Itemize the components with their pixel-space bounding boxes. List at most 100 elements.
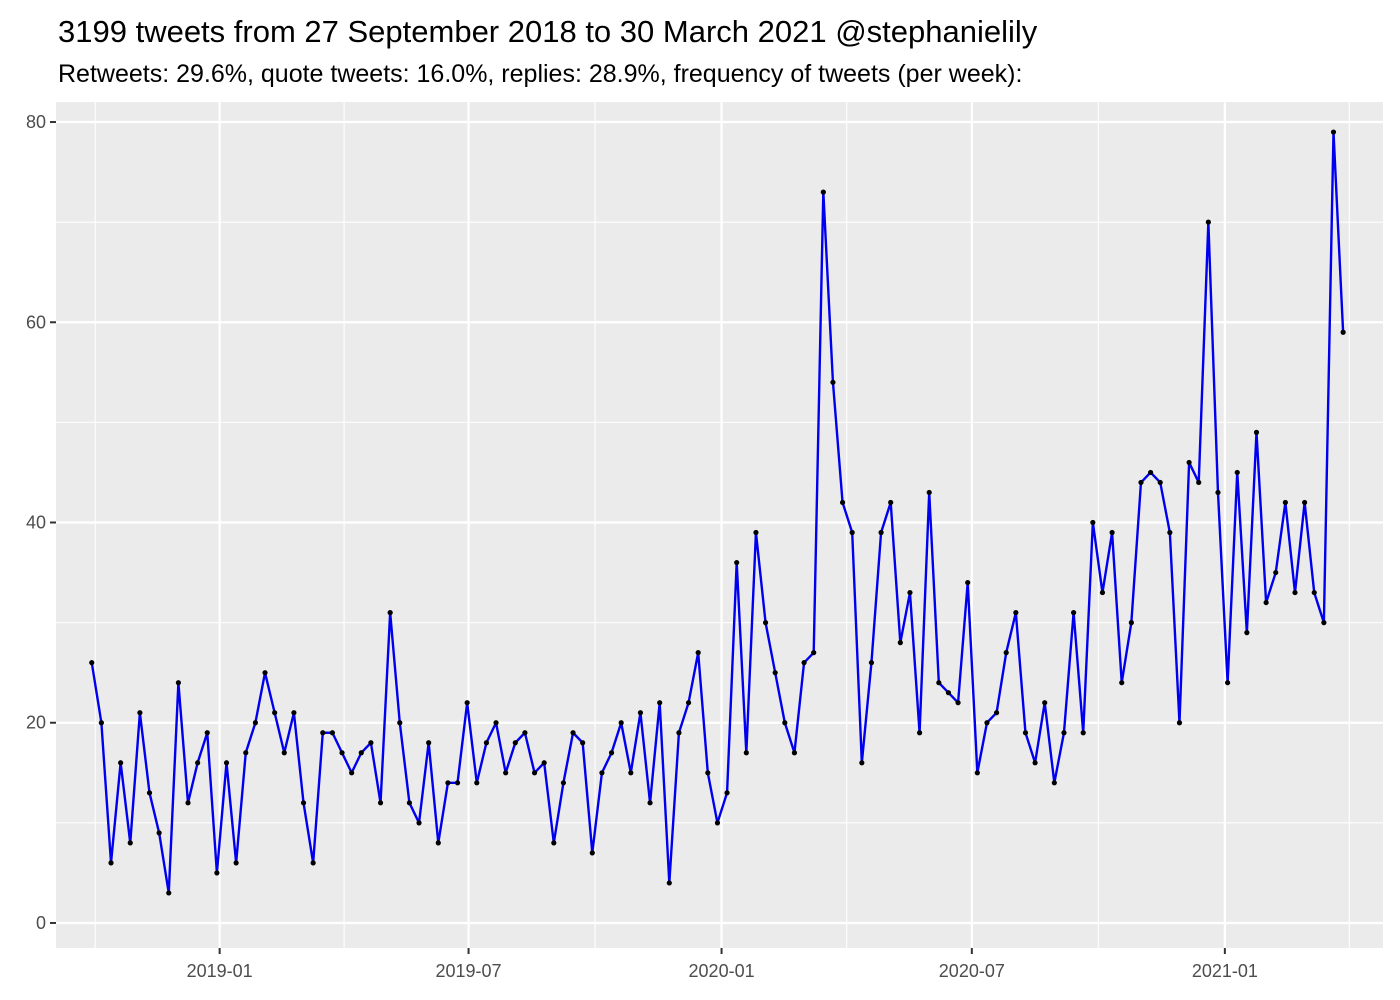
data-point (1340, 329, 1346, 335)
data-point (849, 529, 855, 536)
x-tick-label: 2020-01 (689, 961, 755, 981)
data-point (1244, 630, 1250, 636)
data-point (1311, 589, 1317, 596)
data-point (830, 379, 836, 385)
data-point (493, 720, 499, 726)
data-point (166, 890, 172, 896)
x-tick-label: 2019-07 (436, 961, 502, 981)
data-point (714, 820, 721, 826)
data-point (1090, 519, 1096, 526)
data-point (811, 650, 817, 656)
data-point (1157, 479, 1163, 486)
data-point (252, 720, 258, 726)
data-point (1167, 529, 1173, 536)
data-point (1138, 479, 1144, 486)
data-point (580, 740, 586, 746)
data-point (300, 800, 307, 806)
data-point (647, 800, 653, 806)
data-point (377, 800, 384, 806)
chart-title: 3199 tweets from 27 September 2018 to 30… (58, 14, 1038, 49)
data-point (146, 790, 153, 796)
data-point (1292, 589, 1298, 596)
data-point (1196, 479, 1202, 486)
y-axis-tick-labels: 0 20 40 60 80 (26, 112, 46, 933)
data-point (705, 770, 711, 776)
data-point (1071, 610, 1077, 616)
data-point (156, 830, 162, 836)
data-point (791, 750, 798, 756)
tweet-frequency-series (89, 129, 1346, 896)
data-point (531, 770, 538, 776)
data-point (358, 750, 364, 756)
data-point (608, 750, 615, 756)
y-tick-label: 20 (26, 713, 46, 733)
data-point (907, 589, 913, 596)
data-point (993, 710, 1000, 716)
data-point (1282, 499, 1288, 506)
data-point (637, 710, 644, 716)
data-point (512, 740, 518, 746)
data-point (839, 499, 846, 506)
data-point (464, 700, 470, 706)
y-tick-label: 60 (26, 312, 46, 332)
data-point (310, 860, 316, 866)
data-point (503, 770, 509, 776)
data-point (1042, 700, 1048, 706)
data-point (1263, 599, 1269, 606)
data-point (223, 760, 230, 766)
data-point (1099, 589, 1106, 596)
data-point (137, 710, 143, 716)
data-point (243, 750, 249, 756)
data-point (685, 700, 692, 706)
data-point (98, 720, 104, 726)
data-point (772, 670, 778, 676)
data-point (1302, 499, 1308, 506)
x-axis-tick-labels: 2019-01 2019-07 2020-01 2020-07 2021-01 (187, 961, 1258, 981)
data-point (1119, 680, 1125, 686)
data-point (272, 710, 278, 716)
data-point (1003, 650, 1009, 656)
data-point (416, 820, 422, 826)
x-tick-label: 2020-07 (939, 961, 1005, 981)
data-point (262, 670, 268, 676)
data-point (541, 760, 547, 766)
data-point (329, 730, 335, 736)
data-point (782, 720, 788, 726)
data-point (320, 730, 326, 736)
data-point (1109, 529, 1115, 536)
data-point (657, 700, 663, 706)
data-point (483, 740, 490, 746)
data-point (926, 489, 932, 496)
data-point (522, 730, 528, 736)
data-point (1176, 720, 1183, 726)
data-point (435, 840, 441, 846)
data-point (185, 800, 191, 806)
data-point (454, 780, 461, 786)
data-point (339, 750, 345, 756)
plot-panel (56, 102, 1383, 948)
data-point (965, 579, 971, 586)
data-point (406, 800, 413, 806)
data-point (1080, 730, 1086, 736)
data-point (570, 730, 576, 736)
chart-subtitle: Retweets: 29.6%, quote tweets: 16.0%, re… (58, 60, 1023, 88)
data-point (762, 620, 769, 626)
data-point (984, 720, 990, 726)
data-point (666, 880, 672, 886)
data-point (368, 740, 374, 746)
data-point (349, 770, 355, 776)
data-point (1321, 620, 1327, 626)
data-point (1234, 469, 1240, 476)
data-point (89, 660, 95, 666)
data-point (474, 780, 480, 786)
data-point (204, 730, 210, 736)
data-point (1186, 459, 1192, 466)
data-point (734, 559, 740, 566)
data-point (1022, 730, 1029, 736)
data-point (820, 189, 826, 195)
data-point (551, 840, 557, 846)
data-point (1013, 610, 1019, 616)
data-point (618, 720, 624, 726)
y-tick-label: 40 (26, 512, 46, 532)
